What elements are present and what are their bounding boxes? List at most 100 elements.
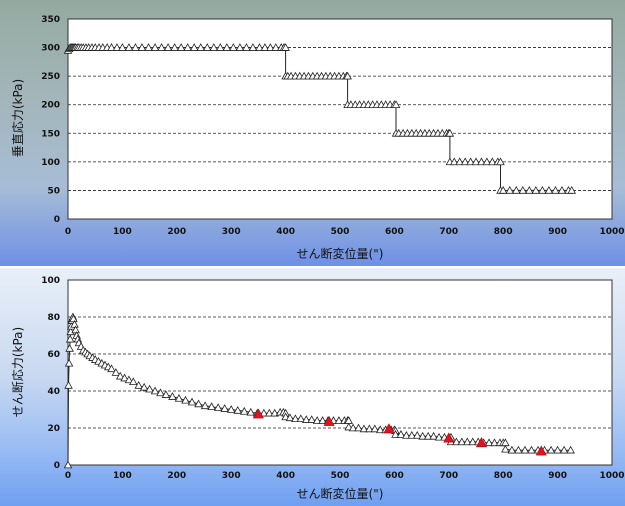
data-point	[296, 414, 306, 423]
data-point	[538, 186, 547, 194]
data-point	[70, 319, 79, 328]
data-point	[233, 406, 243, 414]
data-point	[477, 157, 486, 166]
data-point	[531, 186, 541, 194]
highlight-point	[383, 423, 395, 434]
data-point	[391, 430, 400, 438]
x-tick-label: 100	[113, 227, 132, 237]
data-point	[220, 404, 229, 412]
data-point	[207, 402, 216, 411]
data-point	[202, 43, 212, 51]
data-point	[429, 431, 438, 440]
data-point	[527, 445, 536, 454]
data-point	[370, 424, 380, 433]
x-tick-label: 0	[65, 227, 71, 237]
data-point	[255, 43, 264, 51]
data-point	[131, 43, 140, 51]
x-tick-label: 900	[548, 227, 567, 237]
y-tick-label: 50	[47, 186, 60, 196]
data-point	[490, 438, 499, 447]
data-point	[129, 377, 138, 386]
y-tick-label: 0	[54, 461, 60, 471]
data-point	[65, 334, 75, 343]
data-point	[518, 186, 528, 194]
data-point	[200, 401, 210, 410]
x-tick-label: 0	[65, 471, 71, 481]
data-point	[260, 43, 270, 51]
x-tick-label: 100	[113, 471, 132, 481]
data-point	[120, 373, 129, 382]
highlight-point	[443, 432, 455, 443]
data-point	[468, 437, 478, 446]
data-point	[507, 445, 517, 454]
data-point	[511, 186, 521, 194]
x-tick-label: 500	[331, 471, 350, 481]
highlight-point	[475, 437, 487, 448]
y-tick-label: 20	[47, 424, 60, 434]
data-point	[145, 384, 154, 393]
data-point	[156, 388, 165, 397]
data-point	[496, 157, 505, 166]
data-point	[445, 128, 455, 137]
data-point	[291, 414, 300, 423]
data-point	[285, 413, 295, 422]
data-point	[452, 437, 461, 446]
data-point	[107, 43, 116, 51]
x-axis-label: せん断変位量(")	[297, 486, 384, 501]
data-point	[318, 416, 327, 424]
y-tick-label: 0	[54, 215, 60, 225]
data-point	[334, 416, 344, 424]
x-axis-label: せん断変位量(")	[297, 246, 384, 261]
y-tick-label: 200	[41, 101, 60, 111]
data-point	[209, 43, 219, 51]
y-tick-label: 350	[41, 15, 60, 25]
data-point	[246, 407, 256, 416]
data-point	[460, 157, 470, 166]
data-point	[124, 43, 134, 51]
data-point	[359, 424, 369, 433]
data-point	[391, 100, 401, 108]
data-point	[471, 157, 481, 166]
data-point	[239, 406, 249, 415]
x-tick-label: 400	[276, 227, 295, 237]
data-point	[150, 43, 160, 51]
y-tick-label: 300	[41, 44, 60, 54]
x-tick-label: 800	[494, 471, 513, 481]
data-point	[514, 445, 523, 454]
highlight-point	[252, 408, 264, 419]
shear-stress-chart-panel: 0 20 40 60 80 100 0 100 200 300 400 500 600 700 800 900…	[0, 268, 625, 506]
data-point	[248, 43, 258, 51]
data-point	[163, 43, 173, 51]
data-point	[183, 43, 192, 51]
data-point	[553, 445, 562, 454]
data-point	[559, 445, 569, 454]
y-tick-label: 150	[41, 129, 60, 139]
x-tick-label: 200	[167, 471, 186, 481]
x-tick-label: 300	[222, 227, 241, 237]
data-point	[216, 43, 225, 51]
data-point	[63, 460, 73, 469]
y-axis-label: せん断応力(kPa)	[10, 327, 25, 417]
data-point	[242, 43, 251, 51]
data-point	[307, 415, 316, 423]
data-point	[213, 403, 223, 411]
data-point	[168, 392, 177, 400]
x-tick-label: 900	[548, 471, 567, 481]
data-point	[181, 395, 190, 404]
data-point	[544, 186, 554, 194]
data-point	[150, 386, 160, 395]
data-point	[412, 430, 422, 439]
x-tick-label: 600	[385, 471, 404, 481]
data-point	[118, 43, 127, 51]
data-point	[170, 43, 179, 51]
data-point	[112, 43, 122, 51]
data-point	[501, 444, 510, 453]
data-point	[64, 381, 73, 389]
normal-stress-chart-panel: 0 50 100 150 200 250 300 350 0 100 200 300 400 500 600…	[0, 0, 625, 266]
x-tick-label: 800	[494, 227, 513, 237]
data-point	[235, 43, 245, 51]
data-point	[557, 186, 567, 194]
data-point	[566, 445, 575, 454]
x-tick-label: 500	[331, 227, 350, 237]
